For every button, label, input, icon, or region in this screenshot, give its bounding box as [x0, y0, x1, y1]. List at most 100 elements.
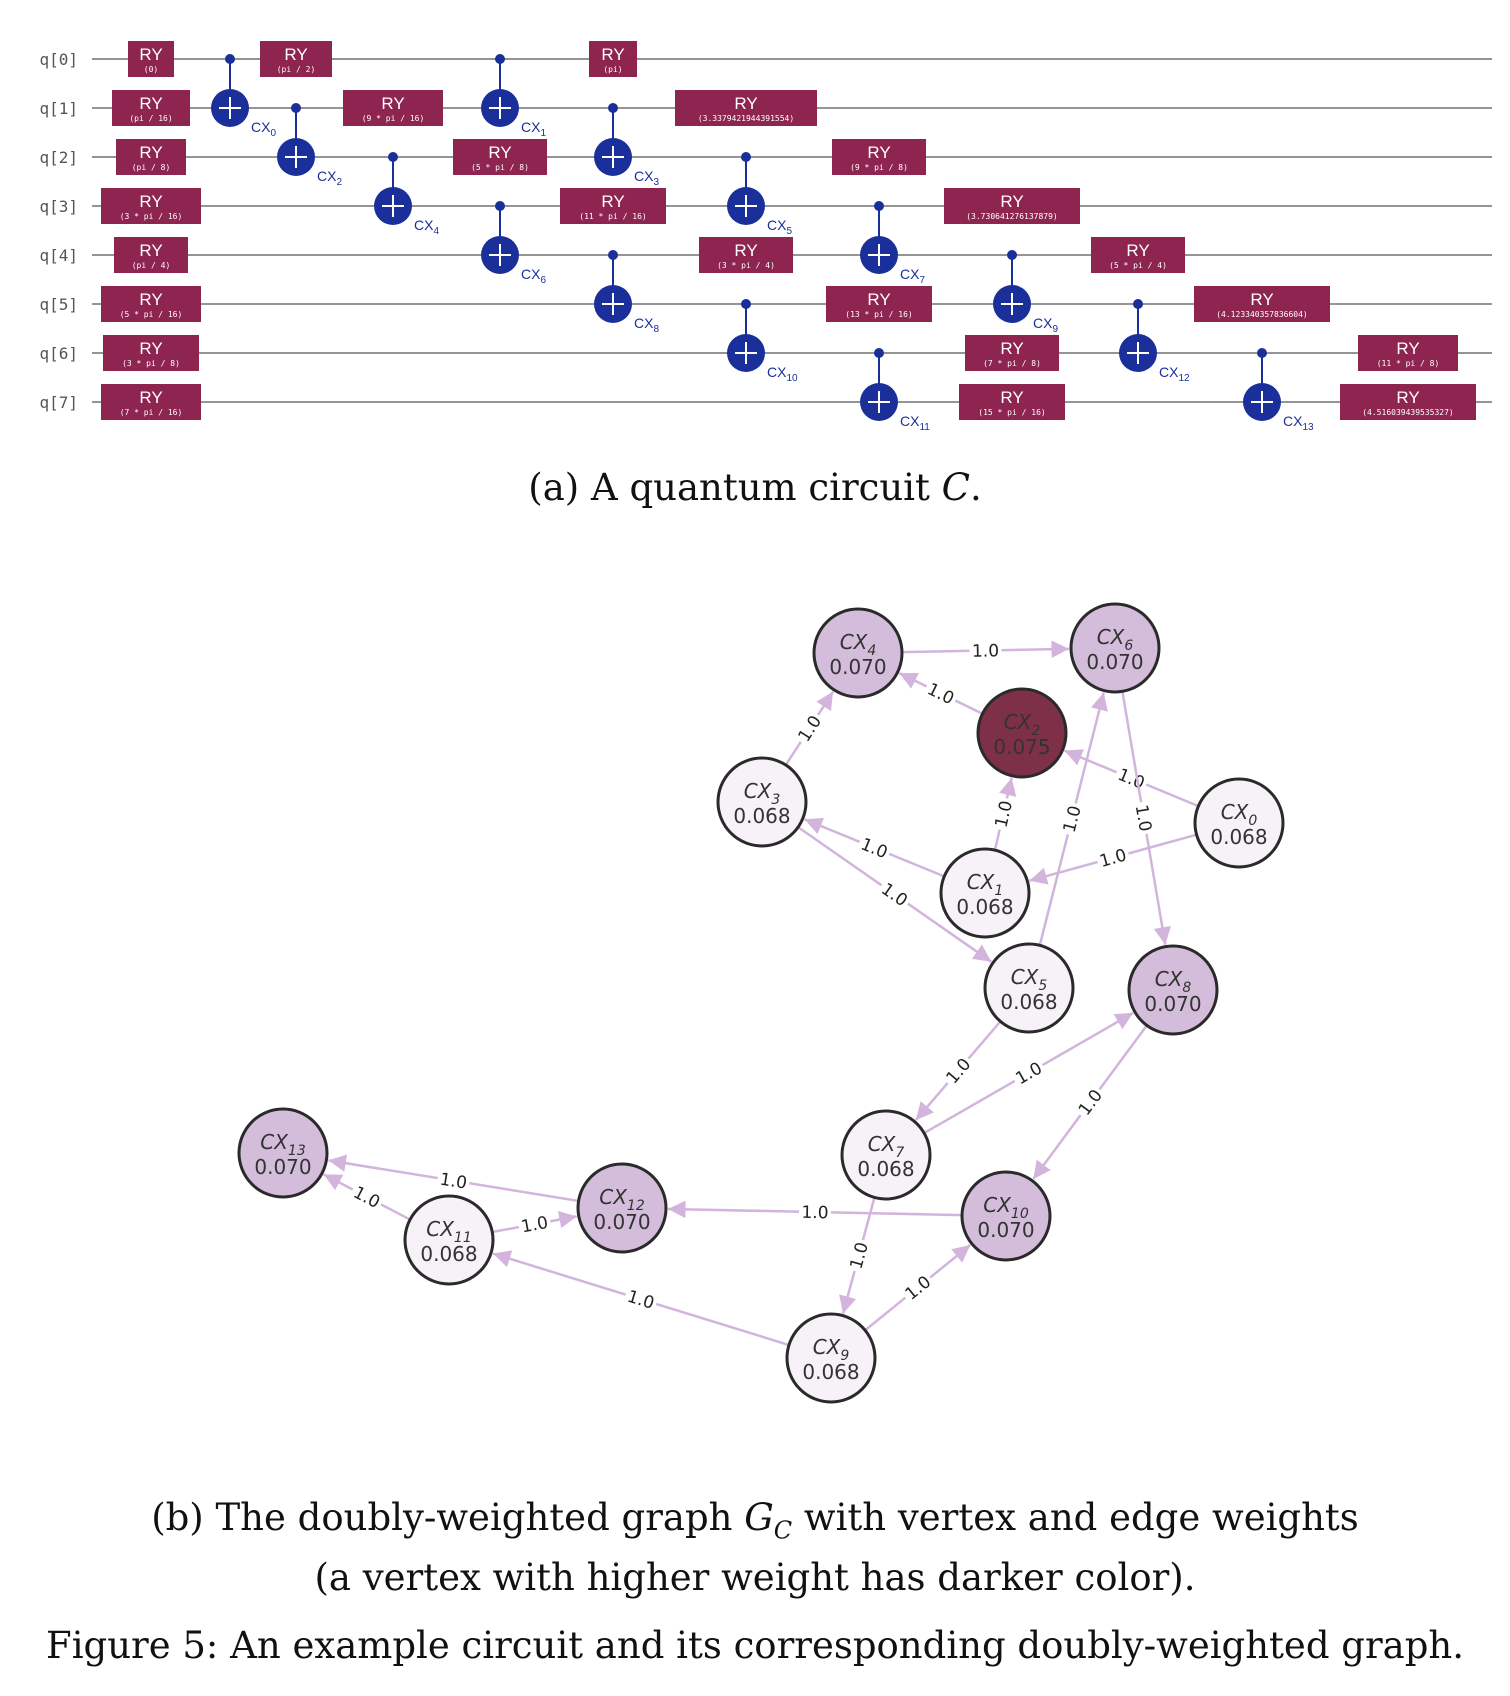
graph-edge: 1.0: [901, 639, 1070, 662]
ry-gate-box: [128, 41, 174, 77]
cx-gate-label: CX3: [634, 168, 659, 188]
cx-control-dot: [608, 103, 618, 113]
qubit-label: q[0]: [39, 50, 78, 69]
qubit-label: q[3]: [39, 197, 78, 216]
ry-gate: RY(pi / 4): [114, 237, 188, 273]
edge-label-bg: [1057, 800, 1087, 838]
node-name: CX12: [599, 1185, 645, 1214]
weighted-graph: 1.01.01.01.01.01.01.01.01.0 1.01.0 1.01.01…: [237, 602, 1285, 1404]
edge-label-bg: [435, 1167, 472, 1195]
edge-label-bg: [1130, 800, 1158, 836]
edge-label-group: 1.0: [622, 1284, 660, 1315]
ry-gate-param: (3.3379421944391554): [698, 114, 794, 123]
edge-label-group: 1.0: [855, 831, 894, 865]
edge-label-group: 1.0: [798, 1200, 832, 1224]
cx-gate: CX7: [860, 201, 925, 286]
edge-label-bg: [988, 795, 1018, 833]
edge-label-group: 1.0: [1112, 762, 1151, 795]
node-name: CX4: [840, 630, 877, 659]
edge-label-group: 1.0: [875, 876, 915, 913]
node-circle: [1069, 602, 1161, 694]
ry-gate-box: [965, 335, 1059, 371]
edge-label-bg: [921, 676, 961, 711]
ry-gate-param: (5 * pi / 16): [120, 310, 183, 319]
ry-gate-param: (5 * pi / 8): [471, 163, 529, 172]
ry-gate-label: RY: [139, 339, 162, 358]
cx-gate-label: CX5: [767, 217, 792, 237]
cx-gate: CX9: [993, 250, 1058, 335]
edge-label-group: 1.0: [1094, 842, 1132, 873]
ry-gate: RY(13 * pi / 16): [826, 286, 932, 322]
ry-gate-box: [101, 188, 201, 224]
ry-gate-box: [1340, 384, 1476, 420]
edge-label-group: 1.0: [843, 1237, 874, 1274]
ry-gate: RY(4.123340357836604): [1194, 286, 1330, 322]
ry-gate-label: RY: [867, 143, 890, 162]
edge-label-group: 1.0: [1057, 800, 1087, 838]
edge-label-group: 1.0: [347, 1179, 387, 1215]
caption-b: (b) The doubly-weighted graph GC with ve…: [0, 1494, 1510, 1601]
graph-edge: 1.0: [667, 1200, 963, 1224]
cx-gate-label: CX6: [521, 266, 546, 286]
node-weight: 0.075: [993, 735, 1050, 759]
ry-gate-box: [832, 139, 926, 175]
ry-gate: RY(7 * pi / 8): [965, 335, 1059, 371]
graph-edge: 1.0: [914, 1020, 1002, 1121]
edge-label-group: 1.0: [1130, 800, 1158, 836]
node-circle: [576, 1162, 668, 1254]
ry-gate-box: [675, 90, 817, 126]
node-name: CX0: [1221, 800, 1258, 829]
ry-gate: RY(3 * pi / 8): [103, 335, 199, 371]
cx-gate-label: CX8: [634, 315, 659, 335]
edge-weight-label: 1.0: [801, 1203, 828, 1224]
ry-gate: RY(11 * pi / 16): [560, 188, 666, 224]
ry-gate-param: (9 * pi / 8): [850, 163, 908, 172]
node-circle: [983, 942, 1075, 1034]
node-name: CX3: [744, 779, 781, 808]
node-name: CX2: [1004, 710, 1041, 739]
ry-gate-param: (15 * pi / 16): [978, 408, 1045, 417]
node-circle: [403, 1194, 495, 1286]
ry-gate: RY(9 * pi / 16): [343, 90, 443, 126]
ry-gate: RY(7 * pi / 16): [101, 384, 201, 420]
node-weight: 0.068: [802, 1360, 859, 1384]
node-weight: 0.068: [420, 1242, 477, 1266]
ry-gate: RY(pi / 8): [116, 139, 186, 175]
ry-gate-param: (4.123340357836604): [1216, 310, 1308, 319]
node-weight: 0.070: [593, 1210, 650, 1234]
node-circle: [1193, 777, 1285, 869]
ry-gate-box: [116, 139, 186, 175]
ry-gate: RY(0): [128, 41, 174, 77]
cx-gate: CX13: [1243, 348, 1314, 433]
ry-gate-label: RY: [1000, 339, 1023, 358]
ry-gate-param: (pi / 4): [132, 261, 171, 270]
ry-gate-param: (pi / 16): [129, 114, 172, 123]
ry-gate-param: (pi / 8): [132, 163, 171, 172]
ry-gate: RY(15 * pi / 16): [959, 384, 1065, 420]
cx-gate: CX0: [211, 54, 276, 139]
edge-weight-label: 1.0: [625, 1287, 657, 1314]
cx-control-dot: [1133, 299, 1143, 309]
cx-control-dot: [608, 250, 618, 260]
graph-edge: 1.0: [328, 1154, 579, 1203]
cx-gate-label: CX10: [767, 364, 798, 384]
ry-gate-box: [260, 41, 332, 77]
edge-weight-label: 1.0: [972, 641, 999, 662]
ry-gate-box: [699, 237, 793, 273]
ry-gate: RY(5 * pi / 4): [1091, 237, 1185, 273]
ry-gate-label: RY: [139, 241, 162, 260]
ry-gate: RY(3.3379421944391554): [675, 90, 817, 126]
ry-gate-box: [826, 286, 932, 322]
cx-control-dot: [1007, 250, 1017, 260]
ry-gate-box: [343, 90, 443, 126]
cx-gate: CX6: [481, 201, 546, 286]
ry-gate-label: RY: [139, 94, 162, 113]
node-name: CX1: [967, 870, 1004, 899]
edge-weight-label: 1.0: [877, 879, 911, 911]
qubit-label: q[4]: [39, 246, 78, 265]
ry-gate: RY(pi / 2): [260, 41, 332, 77]
